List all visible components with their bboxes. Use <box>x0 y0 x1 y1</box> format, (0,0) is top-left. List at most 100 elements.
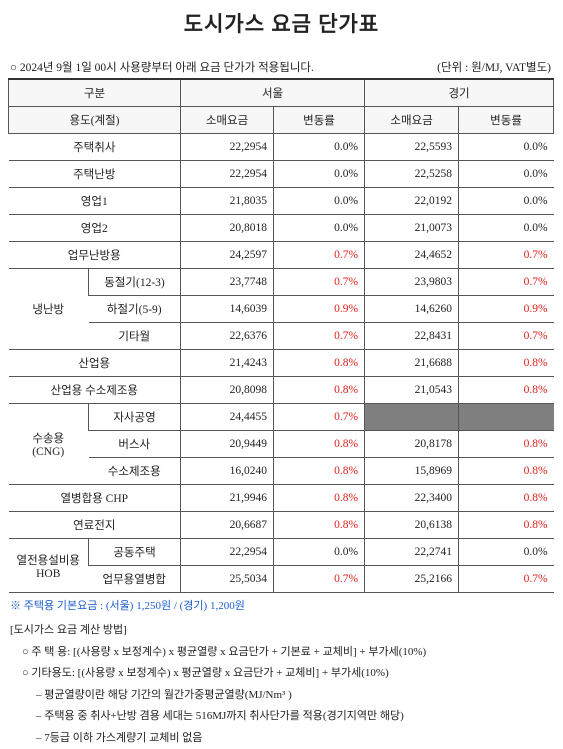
row-label: 자사공영 <box>89 404 181 431</box>
change-rate: 0.9% <box>274 296 365 323</box>
change-rate: 0.7% <box>274 242 365 269</box>
group-label: 열전용설비용 HOB <box>9 539 89 593</box>
change-rate: 0.7% <box>459 323 554 350</box>
change-rate: 0.8% <box>459 431 554 458</box>
row-label: 업무용열병합 <box>89 566 181 593</box>
change-rate: 0.8% <box>459 485 554 512</box>
title: 도시가스 요금 단가표 <box>0 8 563 38</box>
change-rate: 0.9% <box>459 296 554 323</box>
row-label: 기타월 <box>89 323 181 350</box>
row-label: 업무난방용 <box>9 242 181 269</box>
basic-fee: ※ 주택용 기본요금 : (서울) 1,250원 / (경기) 1,200원 <box>10 597 245 613</box>
retail-price: 15,8969 <box>365 458 459 485</box>
row-label: 열병합용 CHP <box>9 485 181 512</box>
change-rate: 0.8% <box>274 458 365 485</box>
change-rate: 0.0% <box>274 215 365 242</box>
change-rate: 0.7% <box>274 323 365 350</box>
change-rate: 0.8% <box>274 431 365 458</box>
retail-price: 24,4455 <box>181 404 274 431</box>
row-label: 산업용 수소제조용 <box>9 377 181 404</box>
change-rate: 0.8% <box>274 377 365 404</box>
method-note: – 7등급 이하 가스계량기 교체비 없음 <box>10 728 426 749</box>
retail-price: 22,3400 <box>365 485 459 512</box>
retail-price: 24,2597 <box>181 242 274 269</box>
retail-price: 14,6039 <box>181 296 274 323</box>
row-label: 주택취사 <box>9 134 181 161</box>
change-rate: 0.0% <box>459 215 554 242</box>
retail-price: 22,2954 <box>181 134 274 161</box>
change-rate: 0.0% <box>459 161 554 188</box>
retail-price: 25,5034 <box>181 566 274 593</box>
row-label: 버스사 <box>89 431 181 458</box>
change-rate: 0.0% <box>459 188 554 215</box>
change-rate: 0.8% <box>274 485 365 512</box>
group-label: 수송용 (CNG) <box>9 404 89 485</box>
change-rate: 0.7% <box>459 269 554 296</box>
retail-price: 21,0543 <box>365 377 459 404</box>
retail-price: 16,0240 <box>181 458 274 485</box>
retail-price: 21,4243 <box>181 350 274 377</box>
change-rate: 0.7% <box>459 242 554 269</box>
notice: ○ 2024년 9월 1일 00시 사용량부터 아래 요금 단가가 적용됩니다. <box>10 59 314 75</box>
retail-price: 22,2954 <box>181 161 274 188</box>
retail-price: 22,5593 <box>365 134 459 161</box>
retail-price: 22,0192 <box>365 188 459 215</box>
retail-price: 20,6138 <box>365 512 459 539</box>
header-cell: 변동률 <box>274 107 365 134</box>
change-rate: 0.8% <box>459 458 554 485</box>
header-cell: 변동률 <box>459 107 554 134</box>
retail-price: 20,8018 <box>181 215 274 242</box>
retail-price: 20,9449 <box>181 431 274 458</box>
change-rate: 0.7% <box>274 566 365 593</box>
method-item: ○ 주 택 용: [(사용량 x 보정계수) x 평균열량 x 요금단가 + 기… <box>10 642 426 664</box>
change-rate: 0.0% <box>459 539 554 566</box>
header-cell: 용도(계절) <box>9 107 181 134</box>
retail-price: 21,8035 <box>181 188 274 215</box>
method-title: [도시가스 요금 계산 방법] <box>10 620 426 642</box>
method: [도시가스 요금 계산 방법] ○ 주 택 용: [(사용량 x 보정계수) x… <box>10 620 426 749</box>
change-rate: 0.8% <box>274 512 365 539</box>
change-rate: 0.8% <box>459 377 554 404</box>
change-rate: 0.7% <box>274 269 365 296</box>
empty-cell <box>365 404 459 431</box>
header-cell: 경기 <box>365 79 554 107</box>
unit-note: (단위 : 원/MJ, VAT별도) <box>437 59 551 75</box>
retail-price: 21,9946 <box>181 485 274 512</box>
row-label: 산업용 <box>9 350 181 377</box>
change-rate: 0.7% <box>459 566 554 593</box>
change-rate: 0.8% <box>459 350 554 377</box>
change-rate: 0.8% <box>459 512 554 539</box>
header-cell: 소매요금 <box>181 107 274 134</box>
row-label: 주택난방 <box>9 161 181 188</box>
change-rate: 0.0% <box>274 539 365 566</box>
change-rate: 0.8% <box>274 350 365 377</box>
retail-price: 20,8178 <box>365 431 459 458</box>
retail-price: 22,8431 <box>365 323 459 350</box>
group-label: 냉난방 <box>9 269 89 350</box>
retail-price: 21,6688 <box>365 350 459 377</box>
header-cell: 소매요금 <box>365 107 459 134</box>
change-rate: 0.0% <box>274 161 365 188</box>
retail-price: 22,2954 <box>181 539 274 566</box>
method-note: – 평균열량이란 해당 기간의 월간가중평균열량(MJ/Nm³ ) <box>10 685 426 707</box>
change-rate: 0.0% <box>274 134 365 161</box>
empty-cell <box>459 404 554 431</box>
row-label: 하절기(5-9) <box>89 296 181 323</box>
retail-price: 23,9803 <box>365 269 459 296</box>
retail-price: 22,2741 <box>365 539 459 566</box>
